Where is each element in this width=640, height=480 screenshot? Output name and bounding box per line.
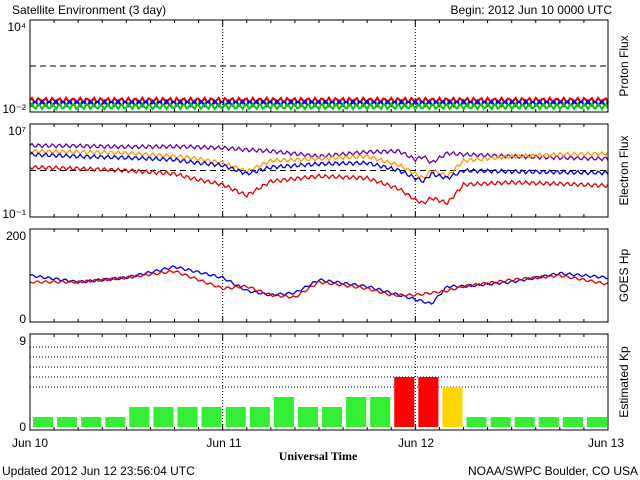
plot-area [30,334,608,430]
kp-bar [346,397,367,427]
y-tick-label: 0 [19,312,26,326]
kp-bar [418,377,439,427]
kp-bar [105,417,126,427]
kp-bar [33,417,54,427]
kp-bar [201,407,222,427]
series-line-red [29,164,609,206]
credit-text: NOAA/SWPC Boulder, CO USA [468,464,638,478]
kp-bar [490,417,511,427]
kp-bar [466,417,487,427]
y-axis-label: Electron Flux [617,135,631,205]
y-tick-label: 200 [6,229,26,243]
kp-bar [514,417,535,427]
y-tick-label: 9 [19,334,26,348]
kp-bar [394,377,415,427]
kp-bar [249,407,270,427]
panel-frame [29,333,609,431]
x-tick-label: Jun 13 [588,436,624,450]
series-line-blue [29,98,609,108]
kp-bar [129,407,150,427]
kp-bar [586,417,607,427]
x-tick-label: Jun 10 [12,436,48,450]
kp-bar [177,407,198,427]
kp-bar [153,407,174,427]
kp-bar [57,417,78,427]
y-tick-label: 10⁴ [7,20,26,34]
y-axis-label: Proton Flux [617,35,631,96]
series-line-green [29,101,609,112]
kp-bar [297,407,318,427]
panel-frame [29,19,609,113]
y-tick-label: 10⁻¹ [2,207,26,221]
y-tick-label: 10⁻² [2,102,26,116]
y-axis-label: Estimated Kp [617,346,631,418]
kp-bar [81,417,102,427]
chart-panels: 10⁴ 10⁻² Proton Flux 10⁷ 10⁻¹ Electron Flux 20… [2,19,631,434]
x-axis-label: Universal Time [279,449,358,463]
chart-title: Satellite Environment (3 day) [12,3,166,17]
x-tick-label: Jun 12 [398,436,434,450]
kp-bar [442,387,463,427]
y-tick-label: 0 [19,420,26,434]
x-tick-label: Jun 11 [206,436,241,450]
panel-frame [29,228,609,323]
kp-bar [370,397,391,427]
panel-frame [29,123,609,218]
y-tick-label: 10⁷ [8,124,26,138]
kp-bar [322,407,343,427]
kp-bar [225,407,246,427]
series-line-blue [29,151,609,184]
kp-bar [538,417,559,427]
series-line-red [29,270,609,299]
kp-bar [562,417,583,427]
updated-timestamp: Updated 2012 Jun 12 23:56:04 UTC [2,464,195,478]
plot-area [30,229,608,322]
y-axis-label: GOES Hp [617,249,631,303]
begin-date: Begin: 2012 Jun 10 0000 UTC [451,3,613,17]
kp-bar [273,397,294,427]
series-line-orange [29,148,609,179]
